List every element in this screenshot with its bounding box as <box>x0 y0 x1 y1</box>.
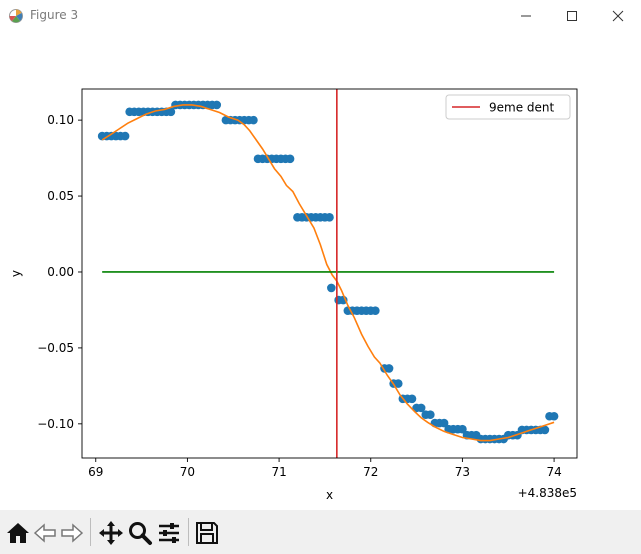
y-tick-label: 0.00 <box>47 265 74 279</box>
legend-box <box>445 94 571 120</box>
data-point <box>540 425 550 435</box>
data-point <box>416 403 426 413</box>
toolbar-separator <box>188 518 189 546</box>
x-tick-label: 69 <box>88 465 103 479</box>
data-point <box>371 306 380 316</box>
home-icon <box>7 523 29 543</box>
home-button[interactable] <box>5 520 31 546</box>
data-point <box>285 154 295 164</box>
legend: 9eme dent <box>445 94 571 120</box>
data-point <box>439 418 449 428</box>
data-point <box>393 379 403 388</box>
plot-area <box>97 89 559 458</box>
x-tick-label: 70 <box>180 465 195 479</box>
figure-canvas[interactable]: 69 70 71 72 73 74 0.10 0.05 0.00 −0.05 −0.10 x y +4.8… <box>0 32 641 510</box>
data-point <box>325 213 334 222</box>
close-icon <box>612 10 624 22</box>
x-offset-label: +4.838e5 <box>518 486 577 500</box>
pan-icon <box>99 521 123 545</box>
data-point <box>166 107 176 117</box>
x-tick-label: 74 <box>546 465 561 479</box>
chart: 69 70 71 72 73 74 0.10 0.05 0.00 −0.05 −0.10 x y +4.8… <box>9 88 578 502</box>
y-axis-label: y <box>9 270 23 277</box>
legend-label: 9eme dent <box>489 101 555 115</box>
data-point <box>384 364 394 373</box>
matplotlib-logo-icon <box>9 9 23 23</box>
close-button[interactable] <box>595 0 641 32</box>
data-point <box>212 100 222 110</box>
x-axis-label: x <box>326 488 333 502</box>
configure-icon <box>159 523 179 543</box>
navigation-toolbar <box>0 510 641 554</box>
data-point <box>120 131 130 141</box>
toolbar-separator <box>90 518 91 546</box>
title-bar: Figure 3 <box>0 0 641 32</box>
y-tick-label: 0.10 <box>47 113 74 127</box>
save-button[interactable] <box>194 520 220 546</box>
window-title: Figure 3 <box>30 8 79 22</box>
configure-subplots-button[interactable] <box>156 520 182 546</box>
data-point <box>327 283 336 293</box>
data-point <box>407 394 417 404</box>
back-button[interactable] <box>32 520 58 546</box>
back-icon <box>33 523 56 543</box>
y-tick-label: −0.10 <box>37 417 74 431</box>
x-tick-label: 71 <box>271 465 286 479</box>
data-point <box>458 424 467 434</box>
zoom-button[interactable] <box>127 520 153 546</box>
zoom-icon <box>129 522 152 545</box>
minimize-icon <box>521 15 531 17</box>
series-line <box>101 104 555 442</box>
forward-button[interactable] <box>59 520 85 546</box>
data-point <box>249 115 258 125</box>
y-tick-label: −0.05 <box>37 341 74 355</box>
x-tick-label: 73 <box>455 465 470 479</box>
data-point <box>426 410 435 420</box>
forward-icon <box>61 523 84 543</box>
y-tick-label: 0.05 <box>47 189 74 203</box>
maximize-icon <box>567 11 577 21</box>
x-tick-label: 72 <box>363 465 378 479</box>
maximize-button[interactable] <box>549 0 595 32</box>
minimize-button[interactable] <box>503 0 549 32</box>
axes-frame <box>81 88 578 459</box>
data-point <box>549 411 559 421</box>
save-icon <box>196 522 218 544</box>
pan-button[interactable] <box>98 520 124 546</box>
